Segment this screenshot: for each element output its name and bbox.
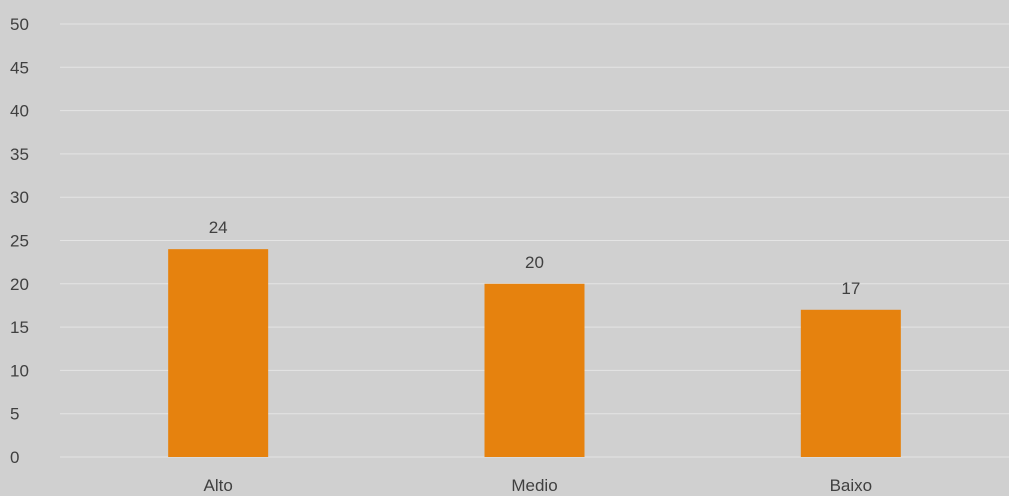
category-label-alto: Alto (204, 476, 233, 495)
y-tick-label-40: 40 (10, 102, 29, 121)
y-tick-label-20: 20 (10, 275, 29, 294)
data-labels: 24 20 17 (209, 218, 861, 298)
y-tick-label-0: 0 (10, 448, 19, 467)
y-tick-label-35: 35 (10, 145, 29, 164)
category-label-baixo: Baixo (830, 476, 873, 495)
y-tick-label-50: 50 (10, 15, 29, 34)
y-tick-label-45: 45 (10, 58, 29, 77)
bars (168, 249, 901, 457)
y-tick-label-15: 15 (10, 318, 29, 337)
y-tick-label-10: 10 (10, 361, 29, 380)
category-label-medio: Medio (511, 476, 557, 495)
data-label-medio: 20 (525, 253, 544, 272)
data-label-baixo: 17 (841, 279, 860, 298)
y-tick-label-30: 30 (10, 188, 29, 207)
y-tick-label-25: 25 (10, 232, 29, 251)
bar-alto (168, 249, 269, 457)
bar-baixo (800, 309, 901, 457)
data-label-alto: 24 (209, 218, 228, 237)
bar-medio (484, 283, 585, 457)
y-tick-label-5: 5 (10, 405, 19, 424)
x-axis-category-labels: Alto Medio Baixo (204, 476, 873, 495)
y-axis-tick-labels: 0 5 10 15 20 25 30 35 40 45 50 (10, 15, 29, 467)
